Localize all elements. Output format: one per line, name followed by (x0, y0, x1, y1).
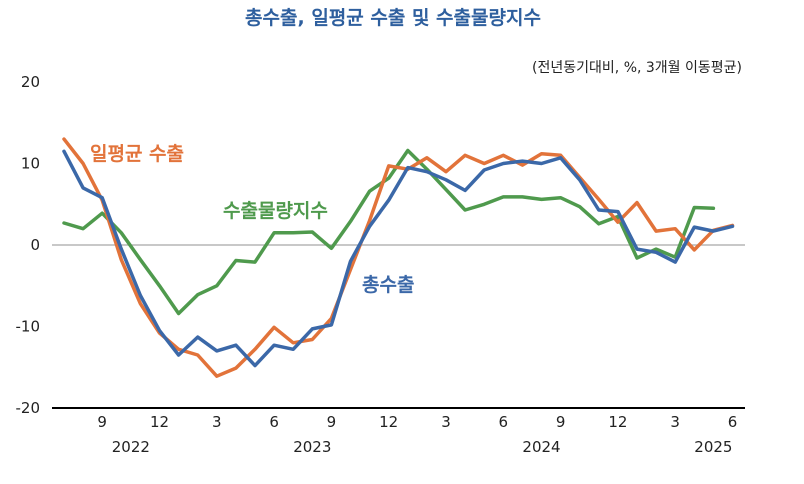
annotation-total-exports: 총수출 (362, 274, 414, 296)
series-line-1 (62, 137, 735, 378)
x-year-label: 2025 (694, 438, 732, 456)
chart-title: 총수출, 일평균 수출 및 수출물량지수 (245, 7, 541, 29)
x-tick-label: 3 (670, 413, 680, 431)
x-tick-label: 3 (441, 413, 451, 431)
x-tick-label: 9 (327, 413, 337, 431)
x-tick-label: 12 (608, 413, 627, 431)
x-year-label: 2023 (293, 438, 331, 456)
series-line-0 (62, 149, 735, 368)
x-tick-label: 6 (499, 413, 509, 431)
x-year-label: 2022 (112, 438, 150, 456)
x-tick-label: 6 (728, 413, 738, 431)
y-tick-label: -10 (16, 318, 41, 336)
x-tick-label: 3 (212, 413, 222, 431)
x-year-label: 2024 (522, 438, 560, 456)
x-tick-label: 12 (150, 413, 169, 431)
y-tick-label: 10 (21, 155, 40, 173)
x-tick-label: 6 (269, 413, 279, 431)
annotation-daily-average: 일평균 수출 (90, 143, 184, 165)
series-line-2 (62, 148, 716, 316)
annotation-export-volume: 수출물량지수 (223, 200, 328, 222)
x-tick-label: 9 (556, 413, 566, 431)
x-tick-label: 12 (379, 413, 398, 431)
y-tick-label: 20 (21, 73, 40, 91)
y-tick-label: 0 (30, 236, 40, 254)
plot-lines (62, 137, 735, 378)
y-tick-label: -20 (16, 399, 41, 417)
x-axis: 9 12 3 6 9 12 3 6 9 12 3 6 2022 2023 2024 2025 (52, 407, 745, 456)
x-tick-label: 9 (97, 413, 107, 431)
chart-subtitle: (전년동기대비, %, 3개월 이동평균) (532, 60, 742, 76)
